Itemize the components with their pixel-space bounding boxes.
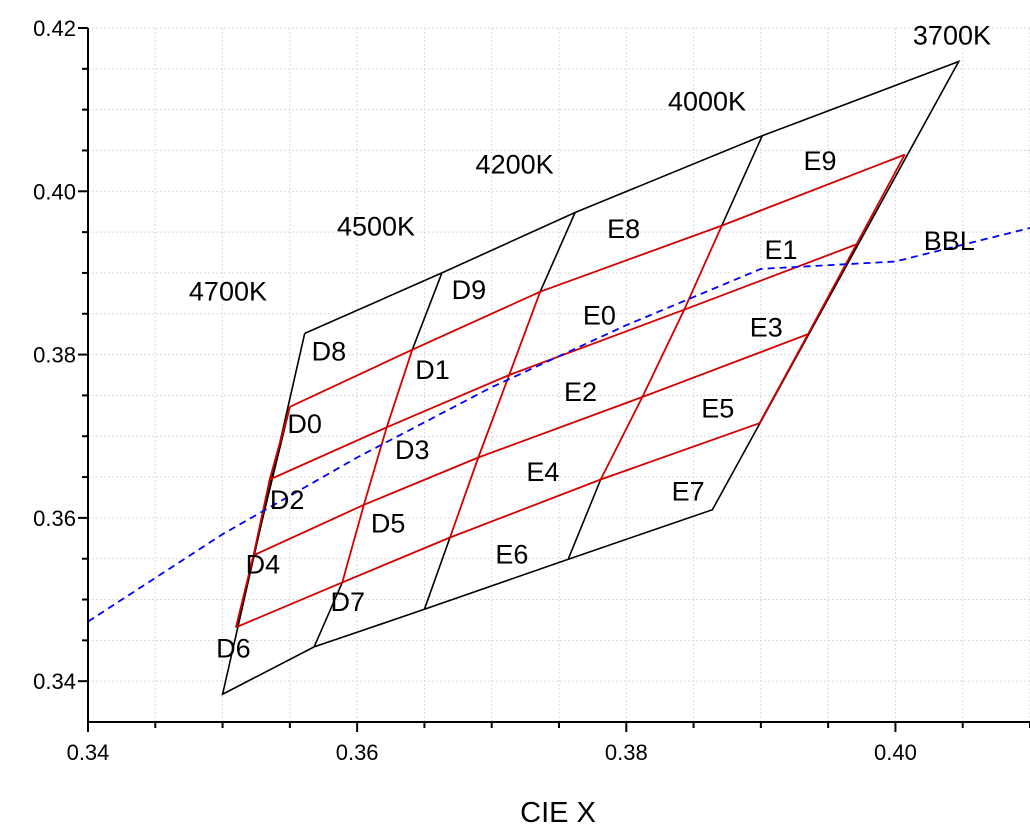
bin-outline-lines: [221, 59, 961, 696]
bin-label: E5: [701, 393, 734, 423]
bin-boundary-line: [313, 582, 344, 648]
x-tick-label: 0.34: [67, 740, 110, 765]
bin-label: D9: [452, 275, 487, 305]
bin-label: E0: [583, 300, 616, 330]
bin-boundary-line: [721, 135, 763, 226]
cct-label: 4000K: [668, 86, 746, 116]
cct-label: 4700K: [189, 277, 267, 307]
bin-label: D0: [287, 409, 322, 439]
x-axis-title: CIE X: [520, 797, 596, 829]
bin-boundary-line: [411, 272, 443, 350]
bin-label: E6: [495, 540, 528, 570]
bin-boundary-line: [567, 479, 602, 560]
red-bin-line: [341, 349, 414, 583]
cct-label: BBL: [924, 226, 975, 256]
bin-division-lines: [235, 153, 906, 629]
bin-label: D6: [216, 633, 251, 663]
red-bin-line: [235, 406, 291, 628]
bin-label: E2: [564, 377, 597, 407]
y-tick-label: 0.34: [33, 669, 76, 694]
x-tick-label: 0.36: [336, 740, 379, 765]
y-tick-label: 0.38: [33, 343, 76, 368]
bin-label: D5: [371, 509, 406, 539]
bin-label: D2: [270, 485, 305, 515]
red-bin-line: [449, 291, 542, 538]
y-tick-label: 0.40: [33, 179, 76, 204]
cct-label: 4200K: [476, 149, 554, 179]
black-body-locus: [87, 227, 1030, 623]
x-tick-label: 0.40: [874, 740, 917, 765]
bbl-curve: [87, 227, 1030, 623]
bin-label: E9: [804, 146, 837, 176]
bin-label: D7: [330, 587, 365, 617]
bin-boundary-line: [539, 212, 576, 293]
bin-label: D1: [415, 355, 450, 385]
cct-label: 4500K: [337, 211, 415, 241]
outer-outline: [221, 59, 961, 696]
red-bin-line: [758, 154, 906, 424]
cct-label: 3700K: [913, 20, 991, 50]
y-tick-label: 0.36: [33, 506, 76, 531]
red-bin-line: [599, 225, 723, 480]
bin-label: E7: [672, 477, 705, 507]
bin-label: E3: [750, 313, 783, 343]
bin-label: E8: [607, 214, 640, 244]
axis-ticks: 0.34 0.36 0.38 0.40 0.34 0.36 0.38 0.40 0.42: [33, 16, 1030, 765]
grid-lines: [88, 27, 1030, 722]
bin-label: D4: [246, 549, 281, 579]
bin-label: D8: [312, 336, 347, 366]
bin-boundary-line: [423, 537, 451, 610]
region-labels: D8 D9 E8 E9 D0 D1 E0 E1 D2 D3 E2 E3 D4 D5 E4 E5 D6 D7 E6 E7…: [189, 20, 991, 663]
bin-label: E1: [765, 235, 798, 265]
x-tick-label: 0.38: [605, 740, 648, 765]
bin-label: D3: [395, 435, 430, 465]
y-tick-label: 0.42: [33, 16, 76, 41]
bin-label: E4: [526, 457, 559, 487]
